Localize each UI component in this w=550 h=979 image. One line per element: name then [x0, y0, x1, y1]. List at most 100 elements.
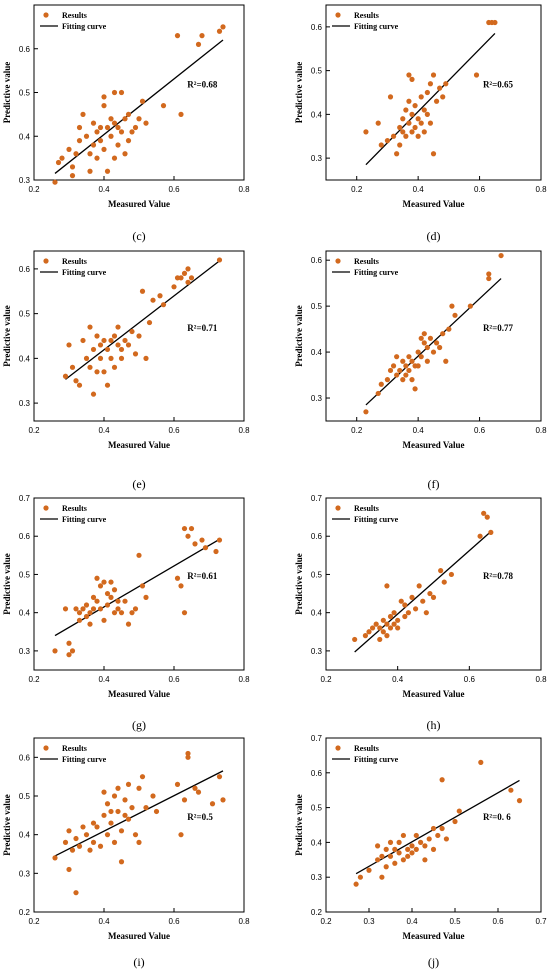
data-point — [373, 621, 379, 627]
legend-results-marker — [43, 745, 49, 751]
data-point — [378, 381, 384, 387]
data-point — [101, 94, 107, 100]
data-point — [422, 843, 428, 849]
r-squared-annotation: R²=0.65 — [483, 79, 514, 89]
y-tick-label: 0.5 — [19, 570, 31, 579]
data-point — [97, 843, 104, 849]
x-tick-label: 0.8 — [535, 426, 547, 435]
data-point — [122, 116, 128, 122]
data-point — [118, 129, 125, 135]
y-tick-label: 0.3 — [19, 399, 31, 408]
data-point — [377, 625, 383, 631]
data-point — [83, 832, 90, 838]
data-point — [73, 835, 79, 842]
data-point — [412, 386, 418, 392]
y-tick-label: 0.6 — [19, 45, 31, 54]
data-point — [415, 116, 421, 122]
data-point — [486, 275, 492, 282]
data-point — [387, 853, 394, 859]
data-point — [90, 120, 97, 126]
data-point — [421, 129, 427, 135]
data-point — [449, 303, 455, 309]
data-point — [90, 594, 97, 600]
data-point — [115, 598, 121, 604]
data-point — [377, 636, 383, 643]
data-point — [101, 337, 107, 344]
data-point — [136, 552, 142, 558]
data-point — [409, 594, 415, 600]
panel-caption: (c) — [132, 229, 145, 243]
data-point — [390, 133, 397, 139]
chart-panel: 0.2 0.4 0.6 0.8 0.3 0.4 0.5 0.6 0.7 Measured Valu… — [2, 494, 250, 732]
r-squared-annotation: R²=0.68 — [187, 79, 218, 89]
data-point — [101, 617, 107, 623]
data-point — [409, 76, 415, 82]
data-point — [136, 785, 142, 791]
data-point — [478, 759, 484, 765]
data-point — [125, 816, 132, 822]
data-point — [400, 116, 406, 122]
data-point — [52, 648, 58, 654]
data-point — [132, 832, 139, 838]
data-point — [220, 797, 226, 803]
data-point — [405, 853, 411, 859]
fitting-curve-line — [354, 531, 492, 653]
data-point — [136, 116, 142, 122]
data-point — [427, 81, 434, 87]
y-tick-label: 0.7 — [19, 494, 31, 503]
legend-fitting-label: Fitting curve — [354, 22, 399, 31]
data-point — [150, 793, 156, 799]
data-point — [76, 617, 83, 623]
data-point — [90, 346, 97, 353]
data-point — [108, 355, 114, 361]
data-point — [115, 142, 121, 148]
data-point — [97, 138, 104, 144]
data-point — [209, 801, 216, 807]
data-point — [76, 382, 83, 388]
data-point — [488, 529, 494, 536]
data-point — [199, 33, 205, 39]
data-point — [395, 617, 401, 623]
data-point — [412, 103, 418, 109]
data-point — [118, 89, 125, 96]
x-axis-label: Measured Value — [108, 199, 170, 209]
y-tick-label: 0.6 — [311, 532, 323, 541]
legend-fitting-label: Fitting curve — [354, 755, 399, 764]
data-point — [383, 846, 389, 852]
data-point — [456, 808, 462, 814]
chart-panel: 0.2 0.4 0.6 0.8 0.3 0.4 0.5 0.6 0.7 Measured Valu… — [294, 494, 547, 732]
legend-results-label: Results — [62, 257, 87, 266]
data-point — [437, 344, 443, 351]
y-tick-label: 0.4 — [311, 110, 323, 119]
data-point — [122, 797, 128, 803]
data-point — [104, 590, 111, 597]
r-squared-annotation: R²=0. 6 — [483, 812, 511, 822]
data-point — [185, 266, 191, 272]
data-point — [104, 346, 111, 353]
data-point — [473, 72, 480, 78]
data-point — [384, 621, 390, 627]
data-point — [379, 874, 385, 880]
data-point — [139, 774, 146, 780]
x-tick-label: 0.2 — [351, 426, 363, 435]
data-point — [384, 138, 391, 144]
data-point — [69, 364, 76, 370]
data-point — [87, 621, 93, 627]
data-point — [181, 797, 188, 803]
y-tick-label: 0.5 — [19, 792, 31, 801]
chart-panel: 0.2 0.4 0.6 0.8 0.3 0.4 0.5 0.6 Measured Value Pr… — [2, 4, 250, 243]
data-point — [185, 754, 191, 760]
data-point — [498, 252, 504, 259]
data-point — [129, 328, 135, 335]
data-point — [66, 652, 72, 658]
legend-results-label: Results — [62, 744, 87, 753]
data-point — [101, 146, 107, 152]
data-point — [108, 820, 114, 826]
data-point — [108, 133, 114, 139]
data-point — [421, 107, 427, 113]
data-point — [492, 19, 498, 26]
data-point — [397, 367, 403, 374]
legend-fitting-label: Fitting curve — [354, 268, 399, 277]
y-tick-label: 0.3 — [311, 154, 323, 163]
data-point — [94, 575, 100, 581]
